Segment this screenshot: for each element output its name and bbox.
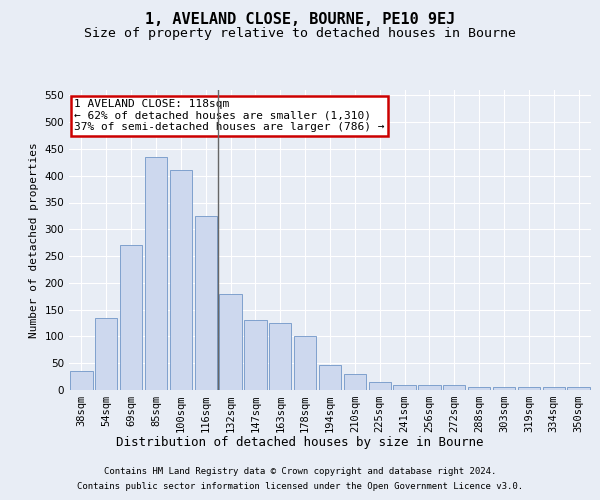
Bar [70, 371, 92, 390]
Bar [493, 388, 515, 390]
Text: 1 AVELAND CLOSE: 118sqm
← 62% of detached houses are smaller (1,310)
37% of semi: 1 AVELAND CLOSE: 118sqm ← 62% of detache… [74, 99, 385, 132]
Bar [443, 384, 466, 390]
Bar [194, 216, 217, 390]
Bar [294, 336, 316, 390]
Text: Size of property relative to detached houses in Bourne: Size of property relative to detached ho… [84, 28, 516, 40]
Text: Contains HM Land Registry data © Crown copyright and database right 2024.: Contains HM Land Registry data © Crown c… [104, 467, 496, 476]
Bar [468, 388, 490, 390]
Bar [269, 323, 292, 390]
Text: 1, AVELAND CLOSE, BOURNE, PE10 9EJ: 1, AVELAND CLOSE, BOURNE, PE10 9EJ [145, 12, 455, 28]
Bar [542, 388, 565, 390]
Text: Contains public sector information licensed under the Open Government Licence v3: Contains public sector information licen… [77, 482, 523, 491]
Bar [344, 374, 366, 390]
Bar [95, 318, 118, 390]
Bar [170, 170, 192, 390]
Bar [394, 384, 416, 390]
Bar [518, 388, 540, 390]
Bar [244, 320, 266, 390]
Bar [319, 365, 341, 390]
Bar [368, 382, 391, 390]
Bar [568, 388, 590, 390]
Bar [145, 157, 167, 390]
Y-axis label: Number of detached properties: Number of detached properties [29, 142, 39, 338]
Bar [220, 294, 242, 390]
Bar [120, 246, 142, 390]
Text: Distribution of detached houses by size in Bourne: Distribution of detached houses by size … [116, 436, 484, 449]
Bar [418, 384, 440, 390]
